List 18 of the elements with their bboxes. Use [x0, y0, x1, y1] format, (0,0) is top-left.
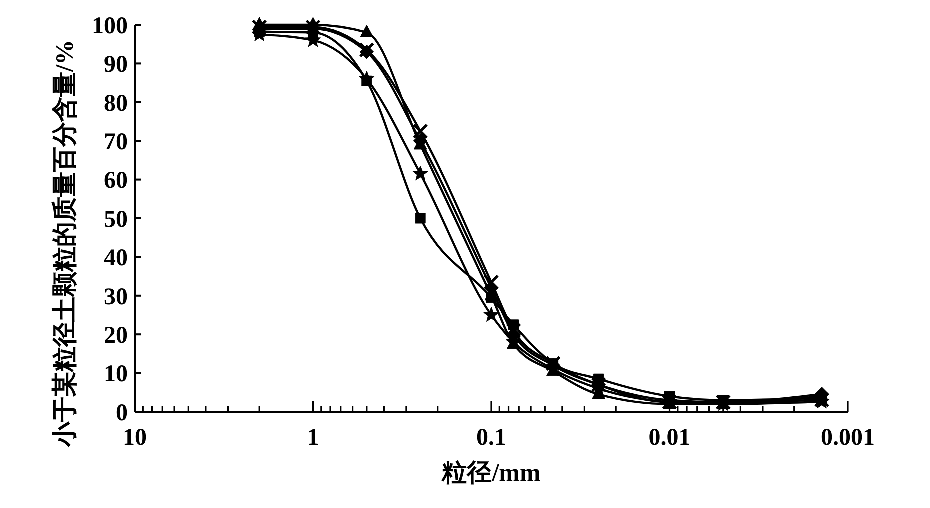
y-tick-label: 30: [104, 284, 128, 310]
x-tick-label: 10: [123, 425, 147, 451]
y-tick-label: 20: [104, 323, 128, 349]
y-tick-label: 100: [92, 13, 128, 40]
y-tick-label: 70: [104, 130, 128, 156]
y-tick-label: 80: [104, 90, 128, 117]
y-tick-label: 60: [104, 168, 128, 194]
y-tick-label: 40: [104, 246, 128, 272]
y-tick-label: 90: [104, 52, 128, 78]
y-tick-label: 10: [104, 362, 128, 388]
x-axis-title: 粒径/mm: [441, 460, 541, 487]
x-tick-label: 1: [307, 425, 320, 451]
y-axis-title: 小于某粒径土颗粒的质量百分含量/%: [50, 40, 79, 448]
x-tick-label: 0.01: [648, 425, 691, 451]
y-tick-label: 0: [116, 400, 128, 426]
x-tick-label: 0.1: [476, 425, 506, 451]
y-tick-label: 50: [104, 206, 128, 233]
x-tick-label: 0.001: [821, 425, 875, 451]
